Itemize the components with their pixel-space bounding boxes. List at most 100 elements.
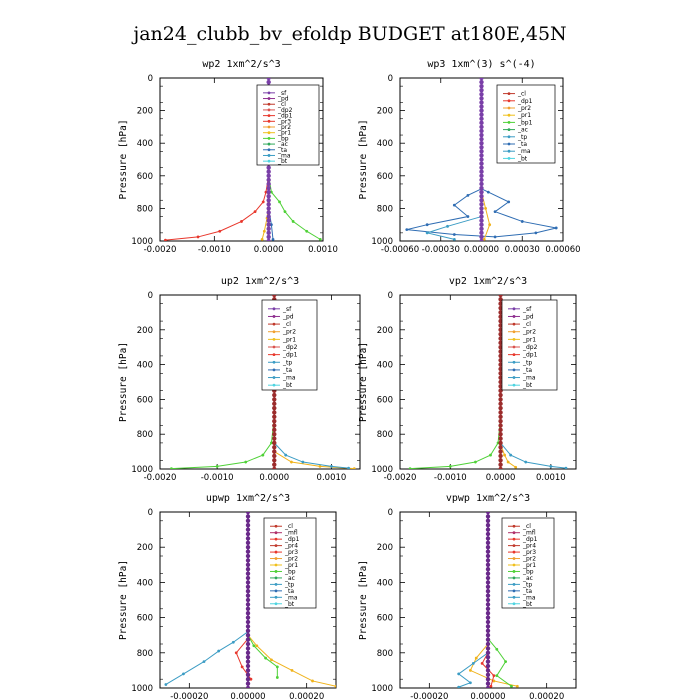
y-tick-label: 600 [137,395,153,405]
legend-marker [512,307,516,311]
chart-panel-4: vp2 1xm^2/s^3 0 200 400 600 800 1000-0.0020 -0.… [358,276,577,483]
profile-marker [272,418,277,424]
legend-entry: _bt [277,158,288,165]
profile-marker [479,132,484,138]
legend-marker [512,376,516,379]
data-point [244,460,248,464]
legend-entry: _bt [522,382,533,389]
profile-marker [485,606,491,611]
y-tick-label: 600 [377,172,393,182]
data-point [466,215,470,218]
profile-marker [272,445,277,450]
profile-marker [485,549,491,554]
profile-marker [245,606,251,611]
legend-entry: _dp1 [282,352,298,359]
legend-marker [272,315,276,318]
data-point [474,656,478,660]
chart-panel-6: vpwp 1xm^2/s^3 0 200 400 600 800 1000 -0.00020 0… [358,493,577,700]
profile-marker [245,611,251,616]
data-point [492,679,496,683]
y-tick-label: 0 [388,291,393,301]
legend-entry: _pr2 [284,556,298,563]
profile-marker [245,646,251,651]
profile-marker [266,210,271,215]
data-point [249,677,253,681]
data-point [164,238,167,241]
data-point [347,466,350,469]
y-tick-label: 400 [137,139,153,149]
data-point [469,681,472,685]
legend-marker [272,337,276,341]
legend-entry: _pr1 [282,336,296,343]
legend-entry: _cl [282,321,291,328]
profile-marker [485,571,491,576]
profile-marker [272,392,277,398]
data-point [290,669,294,672]
data-point [234,651,238,655]
data-point [196,235,200,239]
legend-entry: _dp2 [282,344,298,351]
legend-entry: _pr3 [522,549,536,556]
y-tick-label: 0 [148,74,153,84]
legend-marker [267,136,271,140]
legend-marker [272,376,276,379]
profile-marker [485,584,491,589]
profile-marker [485,527,491,532]
profile-marker [485,611,491,616]
profile-marker [266,165,271,170]
data-point [261,453,265,457]
series-line [165,78,270,241]
data-point [283,210,287,214]
legend-marker [512,557,516,560]
x-tick-label: 0.0010 [308,245,338,255]
legend-entry: _pr2 [517,105,531,112]
legend-entry: _bt [522,601,533,608]
profile-marker [479,92,484,97]
legend-marker [512,531,516,535]
legend-marker [512,550,516,554]
profile-marker [479,112,484,117]
legend-marker [512,544,516,548]
profile-marker [479,193,484,199]
x-tick-label: -0.0010 [198,245,231,255]
x-tick-label: 0.00030 [505,245,540,255]
legend-entry: _ma [522,375,536,382]
panel-title: wp3 1xm^(3) s^(-4) [427,59,535,70]
data-point [330,464,333,468]
x-tick-label: -0.0020 [144,473,177,483]
legend-marker [267,102,271,106]
profile-marker [479,153,484,158]
y-tick-label: 400 [377,139,393,149]
data-point [515,684,519,688]
profile-marker [479,222,484,227]
profile-marker [485,637,491,642]
y-tick-label: 1000 [371,465,393,475]
data-point [495,647,499,651]
data-point [488,223,492,227]
profile-marker [266,226,271,231]
profile-marker [245,584,251,589]
legend-marker [512,383,516,387]
profile-marker [245,562,251,567]
y-tick-label: 200 [137,326,153,336]
profile-marker [479,214,484,219]
legend-entry: _ta [284,588,294,595]
profile-marker [485,628,491,633]
profile-marker [479,218,484,223]
y-tick-label: 0 [388,74,393,84]
profile-marker [485,531,491,537]
profile-marker [485,536,491,541]
profile-marker [498,453,503,459]
legend-marker [274,557,278,560]
profile-marker [485,575,491,581]
data-point [262,229,266,233]
legend-entry: _pr3 [284,549,298,556]
data-point [425,231,429,235]
legend-entry: _ta [282,367,292,374]
legend-marker [267,142,271,146]
profile-marker [479,128,484,134]
data-point [215,464,219,468]
legend-entry: _dp2 [522,344,538,351]
legend-marker [272,330,276,334]
legend-marker [512,537,516,541]
